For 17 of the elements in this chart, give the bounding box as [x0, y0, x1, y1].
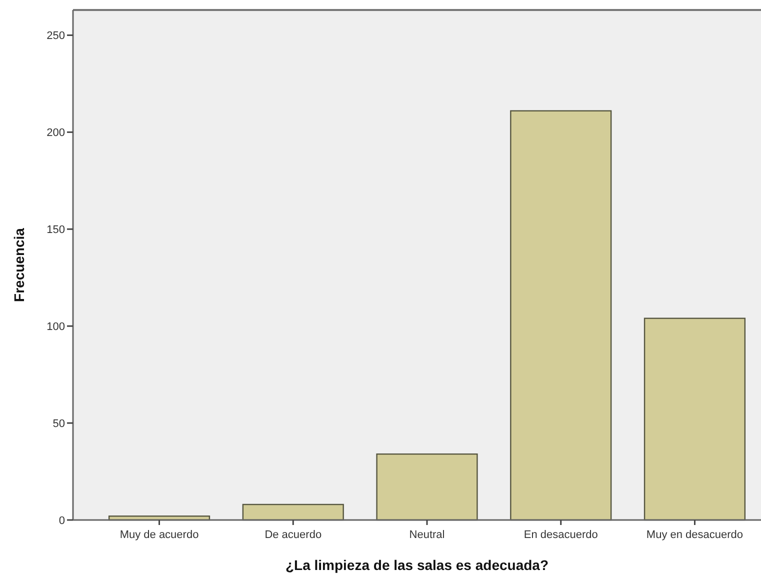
y-tick-label: 0: [58, 514, 65, 527]
x-axis-title: ¿La limpieza de las salas es adecuada?: [285, 557, 549, 573]
y-tick-label: 200: [46, 127, 65, 140]
bar: [242, 504, 344, 521]
bar: [510, 110, 612, 521]
bar: [644, 318, 746, 521]
y-tick-label: 250: [46, 30, 65, 42]
x-tick-label: En desacuerdo: [524, 529, 598, 541]
y-tick-label: 150: [46, 224, 65, 236]
x-tick-label: Neutral: [409, 529, 445, 541]
x-tick-label: Muy en desacuerdo: [646, 529, 744, 541]
y-axis-title: Frecuencia: [11, 228, 27, 302]
y-tick-label: 50: [52, 418, 65, 430]
x-tick-label: Muy de acuerdo: [120, 529, 199, 541]
x-tick-label: De acuerdo: [264, 529, 322, 541]
y-tick-label: 100: [46, 320, 65, 333]
bar: [376, 453, 478, 521]
